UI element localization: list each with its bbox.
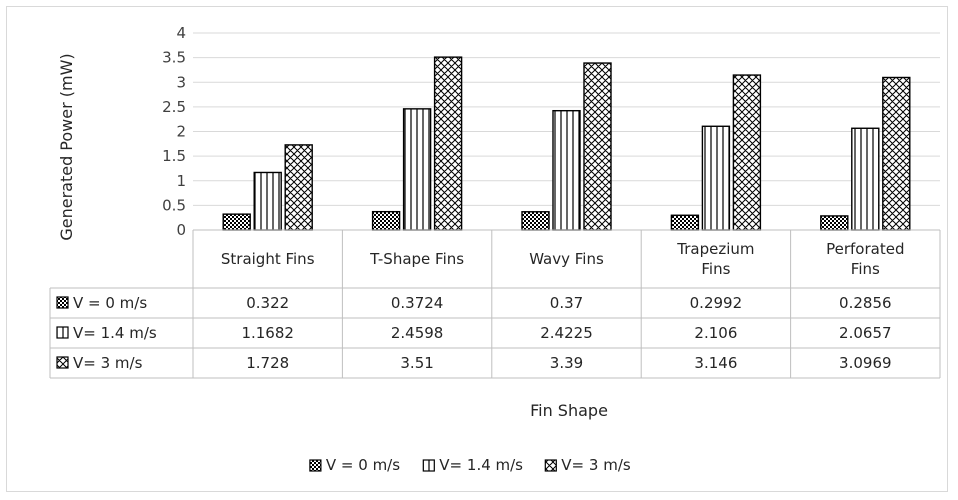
bar xyxy=(583,62,612,231)
bar xyxy=(552,109,581,231)
series-swatch xyxy=(56,296,69,309)
y-tick-label: 2 xyxy=(176,123,186,141)
bar xyxy=(521,211,550,231)
legend-swatch xyxy=(309,459,322,472)
data-label: 3.51 xyxy=(400,354,433,372)
data-table: Straight Fins T-Shape Fins Wavy Fins Trapez… xyxy=(49,229,941,379)
legend-entry: V= 1.4 m/s xyxy=(439,456,523,474)
bar xyxy=(253,171,282,231)
series-name: V = 0 m/s xyxy=(73,294,147,312)
y-axis-label: Generated Power (mW) xyxy=(57,53,76,240)
bar xyxy=(371,210,401,231)
bar xyxy=(222,213,251,231)
bar xyxy=(670,214,700,231)
series-name: V= 1.4 m/s xyxy=(73,324,157,342)
data-label: 1.1682 xyxy=(241,324,294,342)
category-label: Trapezium xyxy=(676,240,754,258)
x-axis-label: Fin Shape xyxy=(530,401,608,420)
data-label: 2.0657 xyxy=(839,324,892,342)
data-label: 3.39 xyxy=(550,354,583,372)
y-tick-label: 1 xyxy=(176,172,186,190)
series-swatch xyxy=(56,356,69,369)
category-label: Perforated xyxy=(826,240,904,258)
data-label: 3.146 xyxy=(694,354,737,372)
legend-swatch xyxy=(544,459,557,472)
category-label: Fins xyxy=(851,260,880,278)
series-swatch xyxy=(56,326,69,339)
y-tick-label: 0.5 xyxy=(162,196,186,214)
bar xyxy=(433,56,463,231)
legend-entry: V = 0 m/s xyxy=(326,456,400,474)
data-label: 1.728 xyxy=(246,354,289,372)
data-label: 2.4598 xyxy=(391,324,444,342)
y-tick-label: 3 xyxy=(176,73,186,91)
y-tick-label: 4 xyxy=(176,24,186,42)
data-label: 0.37 xyxy=(550,294,583,312)
bar xyxy=(882,76,911,231)
category-label: Wavy Fins xyxy=(529,250,604,268)
legend: V = 0 m/s V= 1.4 m/s V= 3 m/s xyxy=(309,456,631,474)
category-label: Fins xyxy=(701,260,730,278)
data-label: 2.106 xyxy=(694,324,737,342)
y-tick-label: 0 xyxy=(176,221,186,239)
bar xyxy=(701,125,731,231)
legend-entry: V= 3 m/s xyxy=(561,456,631,474)
bar xyxy=(284,144,313,231)
series-name: V= 3 m/s xyxy=(73,354,143,372)
legend-swatch xyxy=(422,459,435,472)
category-label: T-Shape Fins xyxy=(369,250,464,268)
gridlines xyxy=(193,32,940,206)
bar xyxy=(851,127,880,231)
category-label: Straight Fins xyxy=(221,250,315,268)
y-tick-label: 3.5 xyxy=(162,49,186,67)
data-label: 0.2992 xyxy=(690,294,743,312)
y-tick-label: 2.5 xyxy=(162,98,186,116)
data-label: 3.0969 xyxy=(839,354,892,372)
bars xyxy=(222,56,911,231)
bar xyxy=(820,215,849,231)
data-label: 0.3724 xyxy=(391,294,444,312)
y-tick-label: 1.5 xyxy=(162,147,186,165)
y-axis-ticks: 0 0.5 1 1.5 2 2.5 3 3.5 4 xyxy=(162,24,186,239)
bar xyxy=(732,74,762,231)
data-label: 2.4225 xyxy=(540,324,593,342)
data-label: 0.322 xyxy=(246,294,289,312)
bar xyxy=(402,108,432,231)
data-label: 0.2856 xyxy=(839,294,892,312)
